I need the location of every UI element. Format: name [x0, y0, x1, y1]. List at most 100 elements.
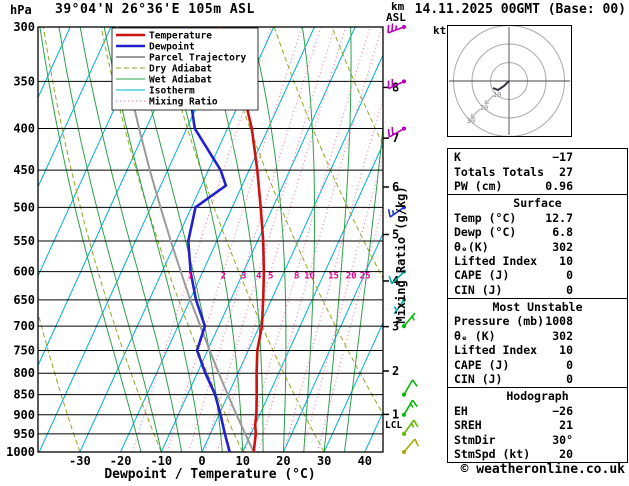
stat-row: Temp (°C) 12.7 [448, 211, 627, 225]
stat-value: 1008 [545, 314, 573, 329]
svg-text:500: 500 [13, 200, 35, 214]
svg-text:8: 8 [392, 80, 399, 94]
svg-text:8: 8 [294, 272, 299, 282]
svg-text:-30: -30 [69, 454, 91, 468]
svg-text:1: 1 [188, 272, 193, 282]
svg-text:2: 2 [392, 364, 399, 378]
stat-label: CIN (J) [454, 372, 503, 387]
stat-label: CIN (J) [454, 282, 503, 297]
svg-text:40: 40 [358, 454, 372, 468]
svg-text:3: 3 [392, 320, 399, 334]
run-date: 14.11.2025 00GMT (Base: 00) [414, 2, 626, 17]
dewpoint-curve [182, 27, 231, 452]
mixing-ratio-axis-label: Mixing Ratio (g/kg) [394, 186, 408, 324]
svg-text:3: 3 [241, 272, 246, 282]
stat-row: CAPE (J) 0 [448, 357, 627, 372]
stat-value: −17 [552, 150, 573, 165]
stat-row: Lifted Index 10 [448, 254, 627, 268]
svg-text:4: 4 [256, 272, 262, 282]
stat-value: 0 [566, 357, 573, 372]
svg-text:450: 450 [13, 163, 35, 177]
stat-value: 0 [566, 372, 573, 387]
stat-row: SREH 21 [448, 418, 627, 432]
wind-barb [401, 419, 419, 436]
wind-barb [393, 297, 407, 315]
svg-text:LCL: LCL [385, 420, 402, 431]
pressure-axis-unit: hPa [10, 3, 32, 17]
svg-text:550: 550 [13, 234, 35, 248]
svg-text:Parcel Trajectory: Parcel Trajectory [149, 53, 247, 64]
hodograph-unit-label: kt [433, 24, 447, 37]
surface-box: Surface Temp (°C) 12.7 Dewp (°C) 6.8 θₑ(K) 302… [447, 194, 628, 299]
svg-text:1000: 1000 [6, 445, 35, 459]
svg-text:5: 5 [392, 227, 399, 241]
stat-label: PW (cm) [454, 178, 503, 193]
svg-text:2: 2 [221, 272, 226, 282]
stat-value: 302 [552, 328, 573, 343]
stat-label: StmDir [454, 432, 496, 447]
stat-row: Dewp (°C) 6.8 [448, 225, 627, 239]
svg-text:400: 400 [13, 122, 35, 136]
stat-label: K [454, 150, 461, 165]
svg-text:Isotherm: Isotherm [149, 86, 195, 97]
hodograph-ring-label: 20 [480, 104, 488, 112]
hodograph-ring-label: 10 [493, 91, 501, 99]
svg-text:Wet Adiabat: Wet Adiabat [149, 75, 212, 86]
stat-label: CAPE (J) [454, 268, 510, 283]
wind-barb [387, 78, 407, 90]
stat-row: K −17 [448, 150, 627, 164]
wind-barbs [387, 23, 420, 455]
svg-text:1: 1 [392, 407, 399, 421]
stat-label: θₑ(K) [454, 239, 489, 254]
svg-text:10: 10 [304, 272, 315, 282]
stat-value: 0 [566, 282, 573, 297]
stat-value: 0.96 [545, 178, 573, 193]
svg-text:750: 750 [13, 343, 35, 357]
svg-text:0: 0 [198, 454, 205, 468]
stat-value: 10 [559, 253, 573, 268]
stat-row: Lifted Index 10 [448, 343, 627, 357]
svg-text:350: 350 [13, 74, 35, 88]
parcel-curve [116, 27, 255, 452]
hodograph-border [447, 25, 572, 137]
stat-row: CIN (J) 0 [448, 372, 627, 386]
stat-value: 30° [552, 432, 573, 447]
most-unstable-box: Most Unstable Pressure (mb) 1008 θₑ (K) 302 L… [447, 297, 628, 389]
wind-barb [401, 379, 418, 397]
wind-barb [387, 126, 407, 138]
stat-row: StmSpd (kt) 20 [448, 447, 627, 461]
lcl-label: LCL [385, 420, 402, 431]
stat-row: CIN (J) 0 [448, 283, 627, 297]
svg-text:300: 300 [13, 20, 35, 34]
svg-text:Dewpoint: Dewpoint [149, 42, 195, 53]
isobars [38, 26, 383, 453]
wind-barb [401, 399, 418, 417]
wind-barb [401, 312, 416, 329]
mixing-ratio-labels: 1 2 3 4 5 8 10 15 20 25 [188, 272, 371, 282]
stat-row: θₑ (K) 302 [448, 329, 627, 343]
stat-value: 302 [552, 239, 573, 254]
stat-row: PW (cm) 0.96 [448, 179, 627, 193]
stat-label: StmSpd (kt) [454, 447, 531, 461]
stat-label: Totals Totals [454, 164, 545, 179]
svg-text:900: 900 [13, 408, 35, 422]
stat-value: 27 [559, 164, 573, 179]
svg-text:20: 20 [346, 272, 357, 282]
wind-barb [387, 23, 407, 34]
temp-axis-labels: -30 -20 -10 0 10 20 30 40 [69, 454, 372, 468]
indices-box: K −17 Totals Totals 27 PW (cm) 0.96 [447, 148, 628, 196]
most-unstable-box-title: Most Unstable [492, 300, 583, 315]
stat-value: 6.8 [552, 225, 573, 240]
plot-border [37, 26, 384, 453]
svg-text:-10: -10 [150, 454, 172, 468]
stat-label: SREH [454, 418, 482, 433]
stat-row: Pressure (mb) 1008 [448, 314, 627, 328]
stat-label: Temp (°C) [454, 210, 517, 225]
copyright: © weatheronline.co.uk [460, 462, 625, 477]
hodograph-stats-box: Hodograph EH −26 SREH 21 StmDir 30° StmSpd (kt)… [447, 387, 628, 464]
temperature-curve [219, 27, 266, 452]
svg-text:Temperature: Temperature [149, 31, 212, 42]
svg-text:30: 30 [317, 454, 331, 468]
